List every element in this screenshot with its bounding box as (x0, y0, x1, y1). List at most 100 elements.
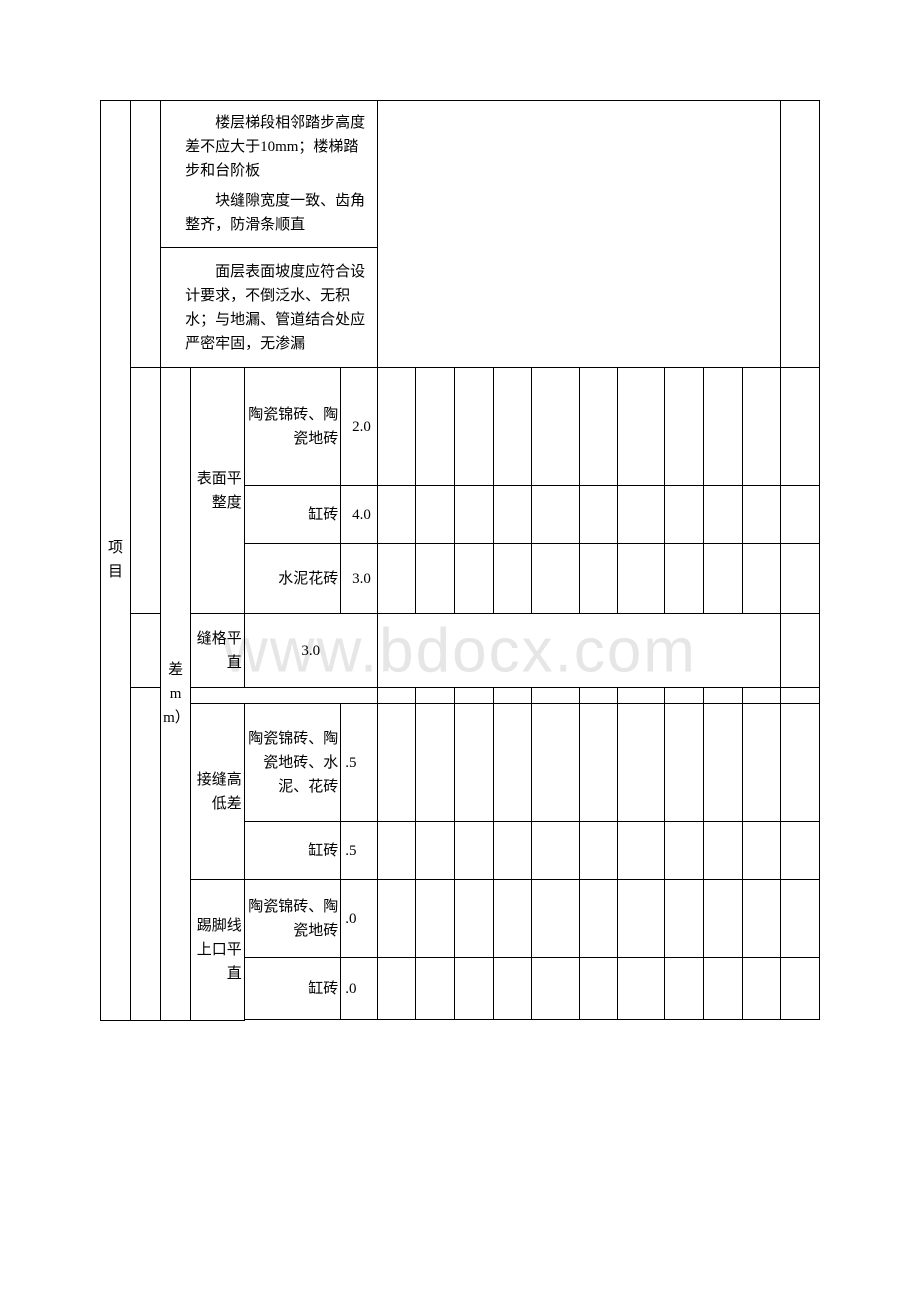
val-05a: .5 (341, 704, 378, 822)
metric-seam-straight: 缝格平直 (191, 614, 245, 688)
cell-blank (493, 486, 532, 544)
cell-blank (416, 544, 455, 614)
cell-blank (493, 880, 532, 958)
cell-blank (665, 958, 704, 1020)
metric-surface-flatness: 表面平整度 (191, 368, 245, 614)
sub-gangzhuan2: 缸砖 (244, 822, 341, 880)
cell-blank (781, 544, 820, 614)
cell-blank (377, 688, 416, 704)
cell-blank (665, 688, 704, 704)
cell-blank (455, 688, 494, 704)
col-project: 项目 (101, 101, 131, 1021)
cell-blank (416, 958, 455, 1020)
cell-blank (742, 704, 781, 822)
sub-gangzhuan3: 缸砖 (244, 958, 341, 1020)
cell-blank (781, 958, 820, 1020)
sub-cement-tile: 水泥花砖 (244, 544, 341, 614)
cell-blank (579, 544, 618, 614)
cell-blank (377, 486, 416, 544)
cell-blank (579, 880, 618, 958)
cell-blank (703, 822, 742, 880)
cell-blank (532, 880, 579, 958)
cell-blank (455, 368, 494, 486)
cell-blank (455, 544, 494, 614)
cell-blank (781, 486, 820, 544)
cell-blank (618, 822, 665, 880)
cell-blank (532, 958, 579, 1020)
cell-blank (532, 486, 579, 544)
cell-blank (665, 822, 704, 880)
cell-blank (377, 614, 780, 688)
val-2-0: 2.0 (341, 368, 378, 486)
cell-blank (742, 486, 781, 544)
cell-blank (742, 880, 781, 958)
cell-blank (493, 822, 532, 880)
cell-blank (665, 544, 704, 614)
cell-blank (416, 486, 455, 544)
text-block-2: 面层表面坡度应符合设计要求，不倒泛水、无积水；与地漏、管道结合处应严密牢固，无渗… (161, 248, 378, 368)
val-0b: .0 (341, 958, 378, 1020)
sub-gangzhuan: 缸砖 (244, 486, 341, 544)
cell-blank (618, 880, 665, 958)
text1-l1: 楼层梯段相邻踏步高度差不应大于10mm；楼梯踏步和台阶板 (185, 115, 365, 179)
text-block-1: 楼层梯段相邻踏步高度差不应大于10mm；楼梯踏步和台阶板 块缝隙宽度一致、齿角整… (161, 101, 378, 248)
cell-blank (455, 880, 494, 958)
cell-blank (416, 688, 455, 704)
cell-blank (703, 688, 742, 704)
cell-blank (742, 958, 781, 1020)
cell-blank (781, 822, 820, 880)
text2: 面层表面坡度应符合设计要求，不倒泛水、无积水；与地漏、管道结合处应严密牢固，无渗… (185, 264, 365, 352)
cell-blank (579, 486, 618, 544)
cell-blank (618, 368, 665, 486)
cell-blank (665, 704, 704, 822)
cell-blank (532, 368, 579, 486)
cell-blank (579, 822, 618, 880)
cell-blank (377, 880, 416, 958)
cell-blank (781, 101, 820, 368)
cell-blank (493, 368, 532, 486)
cell-blank (781, 614, 820, 688)
cell-blank (781, 368, 820, 486)
cell-blank (579, 368, 618, 486)
cell-blank (665, 880, 704, 958)
cell-blank (703, 958, 742, 1020)
cell-blank (131, 688, 161, 1021)
cell-blank (618, 688, 665, 704)
cell-blank (416, 822, 455, 880)
val-3-0b: 3.0 (244, 614, 377, 688)
cell-blank (742, 688, 781, 704)
cell-blank (618, 704, 665, 822)
cell-blank (618, 958, 665, 1020)
cell-blank (377, 368, 416, 486)
cell-blank (532, 688, 579, 704)
cell-blank (703, 544, 742, 614)
cell-blank (781, 688, 820, 704)
cell-blank (377, 544, 416, 614)
val-4-0: 4.0 (341, 486, 378, 544)
cell-blank (377, 822, 416, 880)
inspection-table: 项目 楼层梯段相邻踏步高度差不应大于10mm；楼梯踏步和台阶板 块缝隙宽度一致、… (100, 100, 820, 1021)
cell-blank (618, 486, 665, 544)
cell-blank (131, 101, 161, 368)
cell-blank (703, 368, 742, 486)
cell-blank (532, 544, 579, 614)
metric-skirting: 踢脚线上口平直 (191, 880, 245, 1021)
cell-blank (131, 368, 161, 614)
cell-blank (703, 704, 742, 822)
cell-blank (493, 544, 532, 614)
cell-blank (742, 544, 781, 614)
cell-blank (742, 822, 781, 880)
metric-seam-height: 接缝高低差 (191, 704, 245, 880)
cell-blank (377, 958, 416, 1020)
cell-blank (191, 688, 378, 704)
cell-blank (493, 704, 532, 822)
cell-blank (455, 486, 494, 544)
cell-blank (416, 880, 455, 958)
unit-label: 差mm） (161, 368, 191, 1021)
cell-blank (665, 368, 704, 486)
cell-blank (377, 101, 780, 368)
cell-blank (416, 368, 455, 486)
cell-blank (455, 704, 494, 822)
cell-blank (493, 958, 532, 1020)
cell-blank (493, 688, 532, 704)
